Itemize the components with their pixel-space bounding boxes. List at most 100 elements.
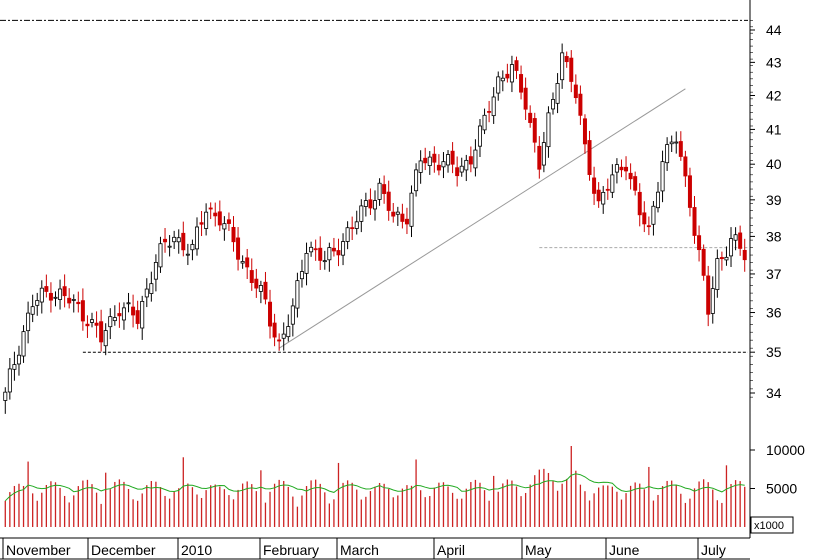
- candle: [674, 131, 679, 154]
- candle-body: [683, 156, 688, 177]
- candle-body: [596, 189, 601, 202]
- month-label: March: [340, 542, 379, 558]
- candle: [642, 201, 647, 233]
- candle-body: [601, 192, 606, 205]
- candle-body: [701, 248, 706, 276]
- price-tick-label: 43: [766, 54, 782, 70]
- candle-body: [117, 313, 122, 317]
- candle-body: [523, 87, 528, 110]
- candle-body: [697, 235, 702, 251]
- candle-body: [313, 248, 318, 251]
- candle-body: [628, 172, 633, 180]
- candle-body: [414, 169, 419, 192]
- candle-body: [240, 261, 245, 264]
- candle-body: [199, 222, 204, 225]
- candle-body: [729, 238, 734, 257]
- price-tick-label: 44: [766, 22, 782, 38]
- candle-body: [194, 226, 199, 250]
- candle-body: [140, 301, 145, 329]
- candle: [368, 188, 373, 215]
- candle-body: [35, 300, 40, 306]
- candle-body: [153, 262, 158, 280]
- candle: [71, 294, 76, 313]
- volume-panel: [4, 445, 746, 527]
- candle: [455, 156, 460, 187]
- candle: [482, 108, 487, 135]
- candle: [500, 70, 505, 92]
- candle-body: [208, 207, 213, 210]
- candle-body: [281, 333, 286, 339]
- candle-body: [546, 112, 551, 148]
- candle: [715, 249, 720, 298]
- candle: [258, 280, 263, 304]
- candle: [555, 73, 560, 114]
- candle-body: [272, 322, 277, 338]
- candle-body: [327, 247, 332, 261]
- candle: [222, 216, 227, 241]
- candle-body: [646, 225, 651, 228]
- candle: [382, 175, 387, 204]
- candle: [459, 157, 464, 177]
- candle: [733, 227, 738, 251]
- candle: [167, 235, 172, 257]
- candle-body: [610, 174, 615, 193]
- candle-body: [181, 232, 186, 251]
- candle: [546, 106, 551, 158]
- candle: [26, 301, 31, 344]
- candle-body: [309, 246, 314, 253]
- candle-body: [409, 192, 414, 227]
- candle-body: [423, 157, 428, 164]
- candle: [605, 178, 610, 200]
- candle-body: [258, 285, 263, 292]
- candle: [290, 298, 295, 337]
- candle-body: [742, 249, 747, 261]
- candle: [592, 166, 597, 205]
- candle: [619, 159, 624, 178]
- candle: [578, 85, 583, 125]
- candle: [249, 258, 254, 291]
- candle: [697, 225, 702, 262]
- candle: [395, 206, 400, 226]
- candle-body: [217, 211, 222, 226]
- candle: [660, 150, 665, 203]
- candle: [354, 210, 359, 235]
- candle-body: [368, 199, 373, 209]
- candle: [327, 242, 332, 272]
- price-tick-label: 37: [766, 266, 782, 282]
- candle: [683, 150, 688, 187]
- candle: [678, 131, 683, 161]
- trendline: [278, 88, 686, 349]
- candle-body: [90, 319, 95, 323]
- candle: [112, 305, 117, 326]
- candle: [377, 178, 382, 206]
- candle: [185, 243, 190, 266]
- candle-body: [500, 77, 505, 82]
- candle: [473, 139, 478, 177]
- candle: [99, 309, 104, 352]
- candle-body: [350, 227, 355, 230]
- candle: [62, 274, 67, 308]
- candle: [108, 308, 113, 340]
- candle-body: [53, 296, 58, 299]
- month-label: June: [609, 542, 640, 558]
- candle-body: [665, 144, 670, 164]
- candle: [226, 212, 231, 231]
- price-tick-label: 38: [766, 228, 782, 244]
- candle: [391, 203, 396, 223]
- candle-body: [436, 164, 441, 171]
- candle: [295, 272, 300, 318]
- candle-body: [372, 200, 377, 210]
- candle-body: [299, 271, 304, 280]
- candle: [350, 216, 355, 241]
- candle: [646, 216, 651, 236]
- candle: [331, 237, 336, 257]
- candle: [336, 238, 341, 267]
- candle-body: [678, 141, 683, 157]
- candle: [3, 387, 8, 414]
- candle: [313, 239, 318, 261]
- candle: [738, 225, 743, 256]
- candle: [537, 136, 542, 179]
- candle: [614, 158, 619, 184]
- volume-tick-label: 10000: [766, 442, 805, 458]
- candle-body: [121, 307, 126, 321]
